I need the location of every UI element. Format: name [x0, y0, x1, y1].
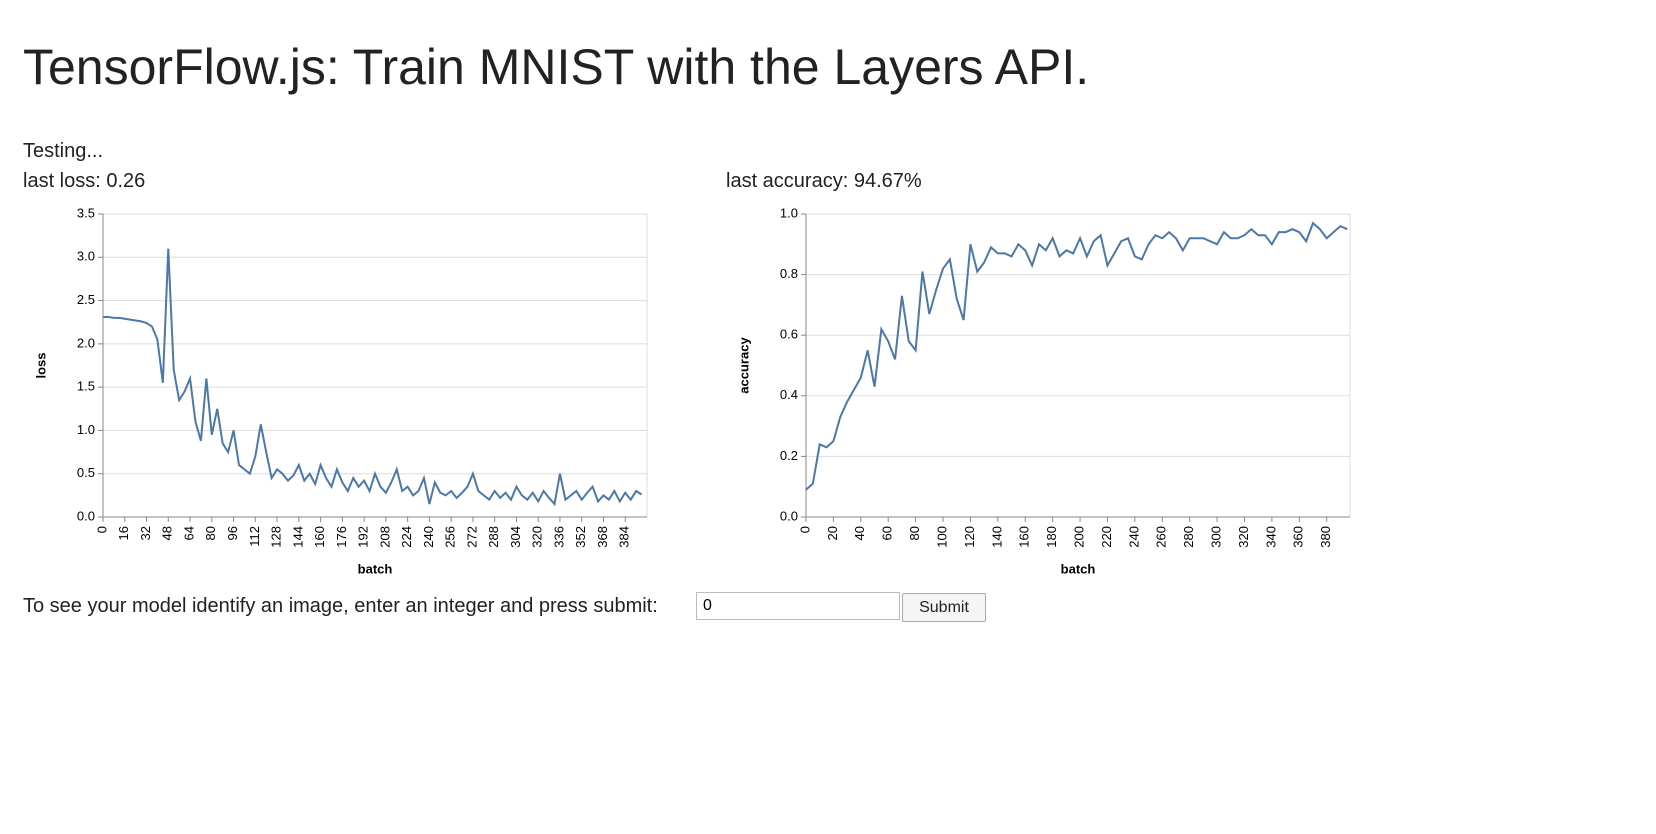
x-tick-label: 224	[399, 526, 414, 548]
y-tick-label: 0.0	[77, 508, 95, 523]
x-tick-label: 368	[595, 526, 610, 548]
submit-button[interactable]: Submit	[902, 593, 986, 622]
x-tick-label: 384	[617, 526, 632, 548]
x-tick-label: 280	[1181, 526, 1196, 548]
data-line	[805, 221, 1348, 491]
y-tick-label: 0.8	[780, 266, 798, 281]
x-tick-label: 140	[989, 526, 1004, 548]
page-title: TensorFlow.js: Train MNIST with the Laye…	[23, 39, 1090, 95]
x-tick-label: 180	[1044, 526, 1059, 548]
y-axis-title: loss	[33, 352, 48, 378]
charts: 0.0 0.5 1.0 1.5 2.0 2.5 3.0 3.5 0 16 32 48 64 80 96 112…	[33, 205, 1351, 576]
x-tick-label: 208	[377, 526, 392, 548]
x-tick-label: 256	[443, 526, 458, 548]
x-tick-label: 260	[1154, 526, 1169, 548]
x-tick-label: 272	[464, 526, 479, 548]
y-tick-label: 0.2	[780, 448, 798, 463]
last-loss: last loss: 0.26	[23, 170, 146, 192]
x-tick-label: 340	[1263, 526, 1278, 548]
prompt: To see your model identify an image, ent…	[23, 595, 658, 617]
x-tick-label: 0	[94, 526, 109, 533]
x-tick-label: 288	[486, 526, 501, 548]
y-tick-label: 3.5	[77, 205, 95, 220]
x-tick-label: 304	[508, 526, 523, 548]
x-tick-label: 240	[421, 526, 436, 548]
x-tick-label: 20	[825, 526, 840, 540]
y-tick-label: 3.0	[77, 249, 95, 264]
last-accuracy: last accuracy: 94.67%	[726, 170, 922, 192]
x-tick-label: 200	[1071, 526, 1086, 548]
y-axis-title: accuracy	[736, 337, 751, 394]
x-tick-label: 352	[573, 526, 588, 548]
x-tick-label: 380	[1318, 526, 1333, 548]
status: Testing...	[23, 140, 104, 162]
x-tick-label: 160	[312, 526, 327, 548]
y-tick-label: 1.5	[77, 379, 95, 394]
x-tick-label: 32	[138, 526, 153, 540]
x-tick-label: 48	[160, 526, 175, 540]
x-axis-title: batch	[358, 561, 393, 576]
x-tick-label: 80	[203, 526, 218, 540]
y-tick-label: 0.0	[780, 508, 798, 523]
x-tick-label: 144	[290, 526, 305, 548]
x-tick-label: 100	[934, 526, 949, 548]
x-tick-label: 300	[1209, 526, 1224, 548]
x-tick-label: 360	[1291, 526, 1306, 548]
x-tick-label: 320	[1236, 526, 1251, 548]
x-tick-label: 40	[852, 526, 867, 540]
x-tick-label: 128	[269, 526, 284, 548]
x-tick-label: 320	[530, 526, 545, 548]
x-tick-label: 176	[334, 526, 349, 548]
y-tick-label: 0.5	[77, 465, 95, 480]
x-tick-label: 240	[1126, 526, 1141, 548]
y-tick-label: 1.0	[780, 205, 798, 220]
x-tick-label: 0	[797, 526, 812, 533]
x-tick-label: 120	[962, 526, 977, 548]
x-tick-label: 112	[247, 526, 262, 547]
data-line	[103, 248, 643, 507]
y-tick-label: 2.5	[77, 292, 95, 307]
x-tick-label: 96	[225, 526, 240, 540]
y-tick-label: 2.0	[77, 335, 95, 350]
x-tick-label: 336	[551, 526, 566, 548]
x-tick-label: 220	[1099, 526, 1114, 548]
number-input[interactable]: 0	[696, 592, 900, 620]
x-tick-label: 80	[907, 526, 922, 540]
y-tick-label: 0.6	[780, 327, 798, 342]
y-tick-label: 0.4	[780, 387, 798, 402]
plot-frame	[805, 213, 1351, 518]
x-tick-label: 192	[356, 526, 371, 548]
x-tick-label: 60	[880, 526, 895, 540]
x-axis-title: batch	[1061, 561, 1096, 576]
x-tick-label: 160	[1017, 526, 1032, 548]
x-tick-label: 16	[116, 526, 131, 540]
x-tick-label: 64	[181, 526, 196, 540]
y-tick-label: 1.0	[77, 422, 95, 437]
